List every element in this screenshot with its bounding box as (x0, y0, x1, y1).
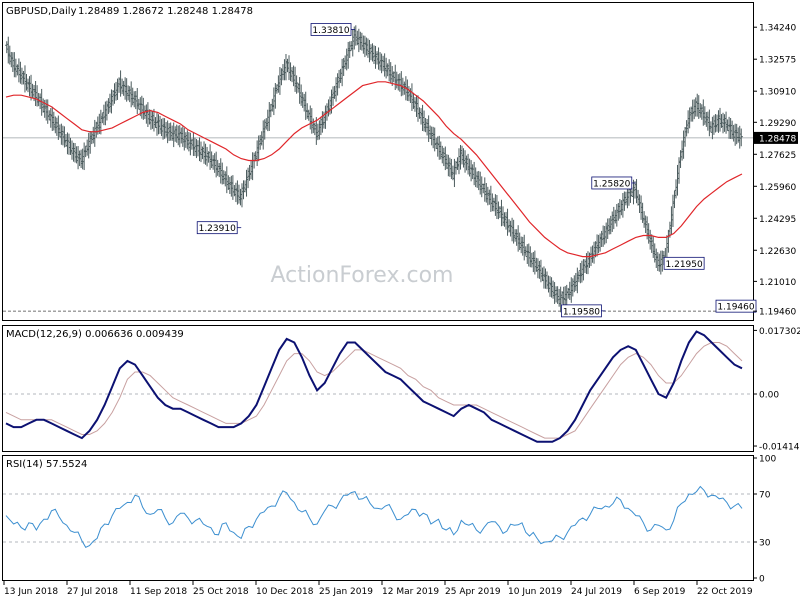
annotation-box (663, 256, 705, 270)
annotation-label: 1.33810 (312, 26, 349, 36)
current-price-box (754, 131, 798, 144)
x-tick-label: 6 Sep 2019 (634, 587, 686, 597)
x-tick-label: 27 Jul 2018 (67, 587, 118, 597)
x-tick-label: 12 Mar 2019 (382, 587, 439, 597)
x-tick-label: 25 Jan 2019 (319, 587, 373, 597)
macd-y-tick-label: 0.00 (759, 391, 779, 401)
annotation-label: 1.25820 (593, 179, 630, 189)
price-y-tick-label: 1.29290 (759, 119, 796, 129)
price-y-tick-label: 1.25960 (759, 183, 796, 193)
rsi-y-tick-label: 70 (759, 491, 771, 501)
price-bars (5, 25, 743, 313)
price-annotations: 1.33810 1.23910 1.25820 1.21950 1.19580 1.194… (196, 23, 757, 318)
price-pane-frame (2, 2, 754, 321)
price-y-tick-label: 1.22630 (759, 247, 796, 257)
macd-pane-frame (2, 325, 754, 452)
price-y-axis: 1.34240 1.32575 1.30910 1.29290 1.27625 1.259… (753, 24, 798, 318)
rsi-line-path (5, 485, 743, 548)
rsi-y-tick-label: 100 (759, 455, 776, 465)
price-y-tick-label: 1.32575 (759, 56, 796, 66)
rsi-line (5, 485, 743, 548)
annotation-label: 1.19580 (563, 307, 600, 317)
rsi-pane-frame (2, 455, 754, 581)
macd-lines (5, 330, 743, 443)
annotation-label: 1.21950 (666, 260, 703, 270)
price-header-ohlc: 1.28489 1.28672 1.28248 1.28478 (78, 6, 253, 17)
x-axis: 13 Jun 2018 27 Jul 2018 11 Sep 2018 25 Oct … (3, 581, 753, 597)
rsi-y-axis: 100 70 30 0 (753, 455, 776, 585)
x-tick-label: 25 Oct 2018 (193, 587, 249, 597)
current-price-label: 1.28478 (759, 134, 796, 144)
annotation-box (591, 176, 633, 190)
macd-header: MACD(12,26,9) 0.006636 0.009439 (6, 329, 184, 340)
annotation-box (310, 23, 352, 36)
price-header-symbol: GBPUSD,Daily (6, 6, 77, 17)
moving-average (5, 81, 743, 258)
price-y-tick-label: 1.30910 (759, 88, 796, 98)
price-y-tick-label: 1.34240 (759, 24, 796, 34)
x-tick-label: 13 Jun 2018 (4, 587, 58, 597)
annotation-label: 1.19460 (717, 303, 754, 313)
price-y-tick-label: 1.19460 (759, 308, 796, 318)
x-tick-label: 10 Jun 2019 (508, 587, 562, 597)
rsi-header: RSI(14) 57.5524 (6, 459, 87, 470)
price-gridlines (3, 137, 753, 312)
price-y-tick-label: 1.27625 (759, 151, 796, 161)
rsi-y-tick-label: 30 (759, 539, 771, 549)
price-y-tick-label: 1.21010 (759, 278, 796, 288)
x-tick-label: 10 Dec 2018 (256, 587, 314, 597)
macd-y-tick-label: -0.014148 (759, 443, 800, 453)
x-tick-label: 11 Sep 2018 (130, 587, 187, 597)
macd-signal-line (5, 342, 743, 439)
macd-main-line (5, 330, 743, 443)
price-y-tick-label: 1.24295 (759, 215, 796, 225)
pane-frames (2, 2, 754, 581)
macd-y-tick-label: 0.017302 (759, 327, 800, 337)
watermark: ActionForex.com (271, 263, 454, 288)
annotation-box (715, 299, 757, 313)
annotation-label: 1.23910 (199, 224, 236, 234)
x-tick-label: 24 Jul 2019 (571, 587, 622, 597)
rsi-gridlines (3, 493, 753, 543)
x-tick-label: 22 Oct 2019 (697, 587, 753, 597)
rsi-y-tick-label: 0 (759, 575, 765, 585)
annotation-box (561, 304, 602, 318)
macd-y-axis: 0.017302 0.00 -0.014148 (753, 327, 800, 453)
x-tick-label: 25 Apr 2019 (445, 587, 501, 597)
annotation-box (196, 221, 238, 235)
moving-average-line (5, 81, 743, 258)
